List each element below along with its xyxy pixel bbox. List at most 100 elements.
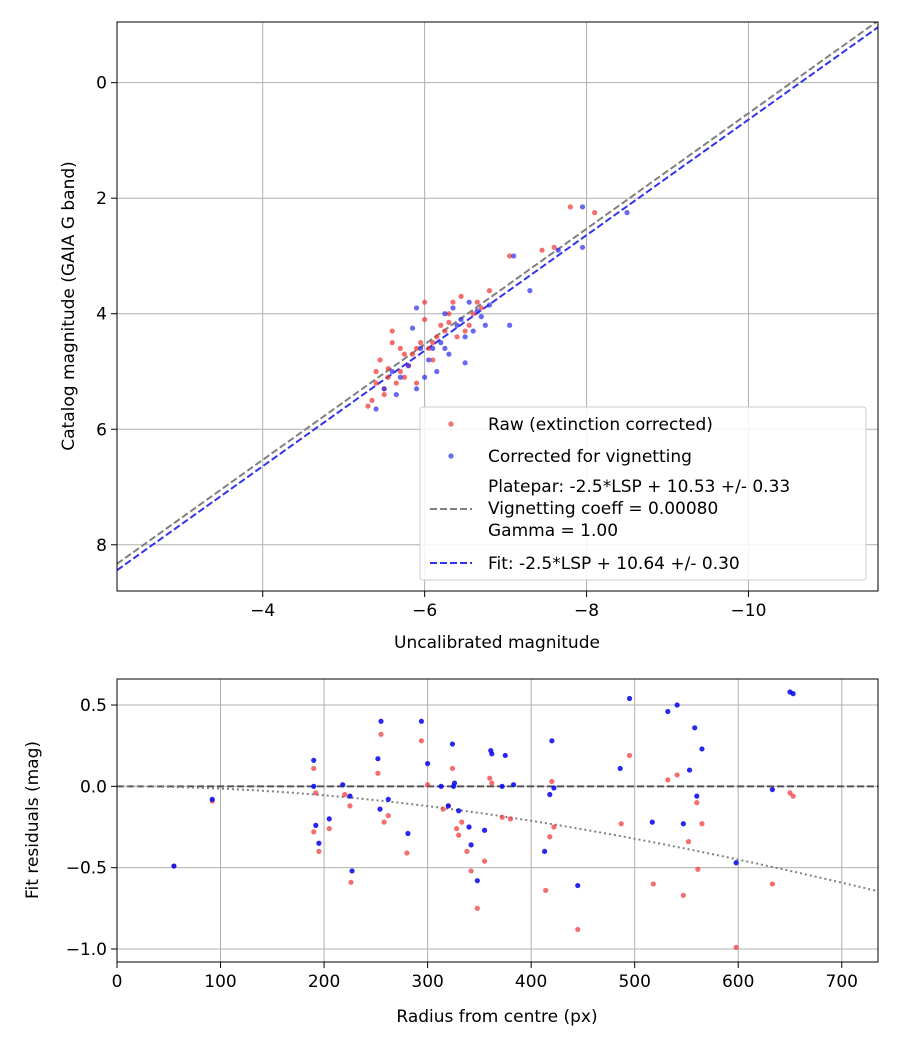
raw-residual-point: [385, 813, 391, 819]
raw-point: [373, 368, 379, 375]
raw-residual-point: [454, 826, 460, 832]
raw-point: [426, 345, 432, 351]
legend-platepar-label-line3: Gamma = 1.00: [488, 521, 618, 541]
bottom-y-ticks: 0.5 0.0 −0.5 −1.0: [66, 696, 117, 960]
bottom-y-tick-label: −1.0: [66, 940, 107, 960]
raw-residual-point: [378, 731, 384, 737]
top-y-axis-label: Catalog magnitude (GAIA G band): [59, 161, 79, 451]
raw-point: [401, 374, 407, 380]
corrected-residual-point: [510, 782, 517, 788]
raw-residual-point: [404, 850, 410, 856]
corrected-point: [409, 325, 416, 331]
legend-raw-marker: [448, 421, 454, 427]
top-scatter: [365, 204, 630, 412]
raw-point: [470, 311, 476, 317]
raw-point: [401, 351, 407, 357]
raw-residual-point: [551, 824, 557, 830]
corrected-residual-point: [378, 718, 384, 724]
top-x-tick-label: −6: [412, 601, 437, 621]
corrected-point: [454, 322, 460, 328]
corrected-point: [486, 302, 493, 308]
legend-fit-label: Fit: -2.5*LSP + 10.64 +/- 0.30: [488, 554, 740, 574]
corrected-point: [458, 316, 464, 323]
top-y-tick-label: 0: [96, 74, 107, 94]
corrected-residual-point: [468, 842, 474, 848]
corrected-residual-point: [692, 725, 698, 731]
corrected-residual-point: [340, 782, 346, 788]
corrected-residual-point: [547, 791, 553, 798]
corrected-residual-point: [347, 793, 353, 799]
bottom-x-tick-label: 500: [618, 972, 650, 992]
corrected-residual-point: [617, 765, 623, 772]
raw-point: [442, 328, 448, 334]
corrected-residual-point: [665, 708, 671, 715]
raw-point: [430, 357, 436, 363]
legend-raw-label: Raw (extinction corrected): [488, 415, 713, 435]
raw-residual-point: [674, 772, 680, 778]
raw-residual-point: [626, 752, 633, 759]
raw-residual-point: [418, 738, 424, 744]
raw-residual-point: [680, 892, 686, 898]
raw-point: [430, 340, 436, 346]
corrected-residual-point: [769, 786, 775, 793]
corrected-point: [389, 368, 395, 375]
raw-residual-point: [326, 826, 332, 832]
corrected-point: [462, 360, 468, 366]
raw-point: [422, 299, 428, 305]
bottom-x-tick-label: 100: [204, 972, 236, 992]
raw-point: [389, 328, 395, 334]
raw-point: [434, 334, 440, 340]
bottom-x-tick-label: 200: [308, 972, 340, 992]
corrected-residual-point: [626, 695, 633, 702]
raw-point: [446, 319, 452, 325]
top-y-ticks: 0 2 4 6 8: [96, 74, 117, 556]
raw-point: [397, 345, 403, 351]
top-fit-lines: [117, 22, 878, 572]
legend-platepar-label-line2: Vignetting coeff = 0.00080: [488, 499, 718, 519]
raw-point: [373, 380, 379, 386]
corrected-point: [462, 334, 468, 340]
raw-residual-point: [549, 778, 555, 785]
raw-residual-point: [547, 834, 553, 840]
corrected-point: [397, 374, 403, 380]
top-x-axis-label: Uncalibrated magnitude: [394, 633, 600, 653]
bottom-x-tick-label: 600: [722, 972, 754, 992]
corrected-residual-point: [499, 783, 505, 789]
top-x-tick-label: −8: [574, 601, 599, 621]
bottom-x-tick-label: 0: [112, 972, 123, 992]
legend-platepar-label-line1: Platepar: -2.5*LSP + 10.53 +/- 0.33: [488, 477, 790, 497]
corrected-point: [507, 322, 513, 328]
raw-residual-point: [543, 887, 549, 894]
corrected-point: [430, 345, 436, 351]
raw-residual-point: [499, 814, 505, 820]
raw-residual-point: [685, 839, 692, 845]
corrected-residual-point: [699, 746, 705, 752]
corrected-residual-point: [449, 741, 456, 747]
raw-point: [462, 328, 468, 334]
bottom-y-axis-label: Fit residuals (mag): [23, 741, 43, 899]
corrected-residual-point: [674, 702, 680, 708]
vignetting-model-curve: [117, 785, 878, 893]
residuals-chart: 0 100 200 300 400 500 600 700 0.5 0.0 −0.5 −1.0 Ra…: [23, 678, 879, 1027]
corrected-point: [478, 314, 484, 320]
raw-residual-point: [311, 765, 317, 772]
raw-residual-point: [790, 793, 796, 799]
corrected-residual-point: [377, 806, 383, 812]
corrected-residual-point: [418, 718, 424, 724]
corrected-point: [466, 299, 472, 305]
corrected-point: [450, 305, 456, 311]
raw-point: [413, 380, 420, 386]
raw-point: [385, 365, 391, 372]
corrected-residual-point: [481, 827, 488, 833]
raw-residual-point: [381, 819, 387, 825]
raw-residual-point: [425, 782, 431, 788]
legend-corrected-label: Corrected for vignetting: [488, 447, 692, 467]
top-fit-line: [117, 26, 878, 572]
corrected-point: [624, 210, 630, 216]
corrected-point: [434, 368, 440, 375]
bottom-y-tick-label: 0.5: [80, 696, 107, 716]
corrected-residual-point: [438, 783, 444, 789]
corrected-residual-point: [456, 808, 462, 814]
corrected-residual-point: [549, 738, 555, 744]
